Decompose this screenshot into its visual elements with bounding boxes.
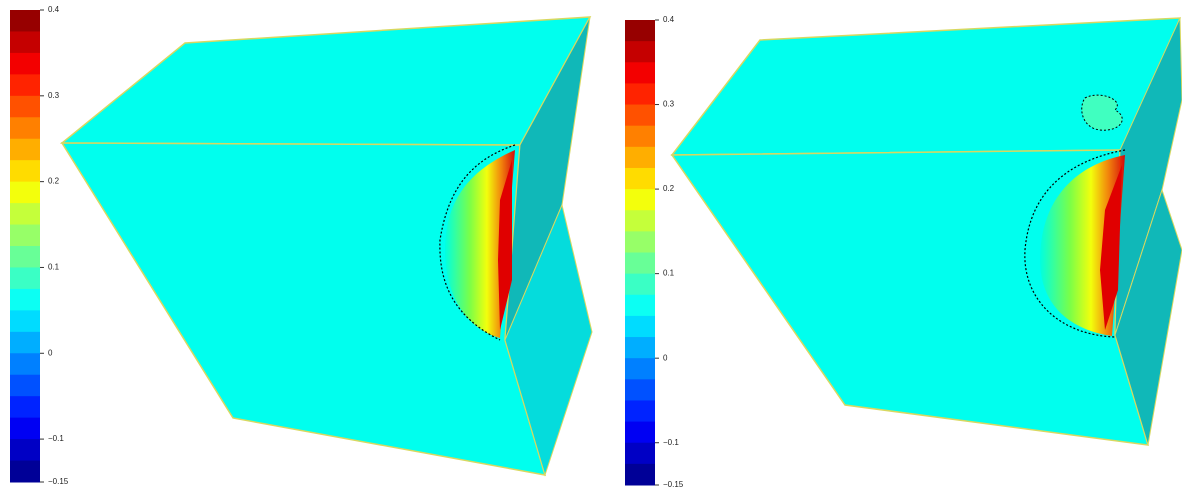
model-left bbox=[59, 16, 593, 477]
colorbar-band bbox=[10, 52, 40, 75]
colorbar-label: 0.3 bbox=[663, 100, 675, 109]
colorbar-label: 0.2 bbox=[48, 177, 60, 186]
colorbar-band bbox=[625, 125, 655, 148]
colorbar-band bbox=[10, 439, 40, 462]
colorbar-band bbox=[10, 138, 40, 161]
colorbar-label: 0.1 bbox=[48, 263, 60, 272]
colorbar-band bbox=[625, 210, 655, 232]
colorbar-band bbox=[10, 95, 40, 118]
colorbar-band bbox=[625, 273, 655, 296]
colorbar-band bbox=[10, 160, 40, 183]
colorbar-band bbox=[10, 374, 40, 397]
colorbar-label: 0 bbox=[48, 348, 53, 357]
colorbar-band bbox=[10, 246, 40, 268]
colorbar-band bbox=[625, 146, 655, 169]
colorbar-band bbox=[10, 10, 40, 32]
colorbar-band bbox=[10, 288, 40, 311]
colorbar-band bbox=[10, 224, 40, 247]
colorbar-band bbox=[10, 181, 40, 204]
colorbar-label: 0.3 bbox=[48, 91, 60, 100]
colorbar-band bbox=[10, 31, 40, 54]
colorbar-band bbox=[625, 167, 655, 190]
colorbar-band bbox=[625, 421, 655, 444]
colorbar-label: 0.4 bbox=[663, 15, 675, 24]
colorbar-band bbox=[625, 62, 655, 84]
colorbar-band bbox=[625, 358, 655, 380]
colorbar-band bbox=[10, 460, 40, 483]
colorbar-band bbox=[625, 337, 655, 359]
colorbar-label: 0.1 bbox=[663, 269, 675, 278]
colorbar-label: −0.15 bbox=[48, 477, 69, 486]
colorbar-band bbox=[625, 442, 655, 465]
model-right bbox=[670, 17, 1182, 446]
colorbar-band bbox=[625, 379, 655, 401]
colorbar-band bbox=[10, 417, 40, 440]
colorbar-band bbox=[625, 463, 655, 486]
colorbar-label: 0.4 bbox=[48, 5, 60, 14]
colorbar-band bbox=[10, 331, 40, 354]
colorbar-label: −0.1 bbox=[48, 434, 64, 443]
colorbar-label: −0.1 bbox=[663, 438, 679, 447]
colorbar-label: 0 bbox=[663, 353, 668, 362]
colorbar-band bbox=[10, 353, 40, 376]
colorbar-band bbox=[10, 310, 40, 333]
colorbar-label: 0.2 bbox=[663, 184, 675, 193]
colorbar-band bbox=[625, 104, 655, 127]
colorbar-band bbox=[10, 117, 40, 140]
colorbar-band bbox=[625, 231, 655, 253]
colorbar-band bbox=[625, 294, 655, 317]
colorbar-band bbox=[625, 252, 655, 275]
colorbar-band bbox=[625, 189, 655, 211]
colorbar-band bbox=[625, 315, 655, 338]
colorbar-band bbox=[10, 74, 40, 97]
colorbar-band bbox=[625, 20, 655, 42]
colorbar-band bbox=[625, 400, 655, 423]
colorbar-band bbox=[10, 396, 40, 419]
colorbar-band bbox=[625, 83, 655, 106]
colorbar-band bbox=[10, 203, 40, 226]
colorbar-label: −0.15 bbox=[663, 480, 684, 489]
colorbar-band bbox=[625, 41, 655, 63]
colorbar-band bbox=[10, 267, 40, 290]
